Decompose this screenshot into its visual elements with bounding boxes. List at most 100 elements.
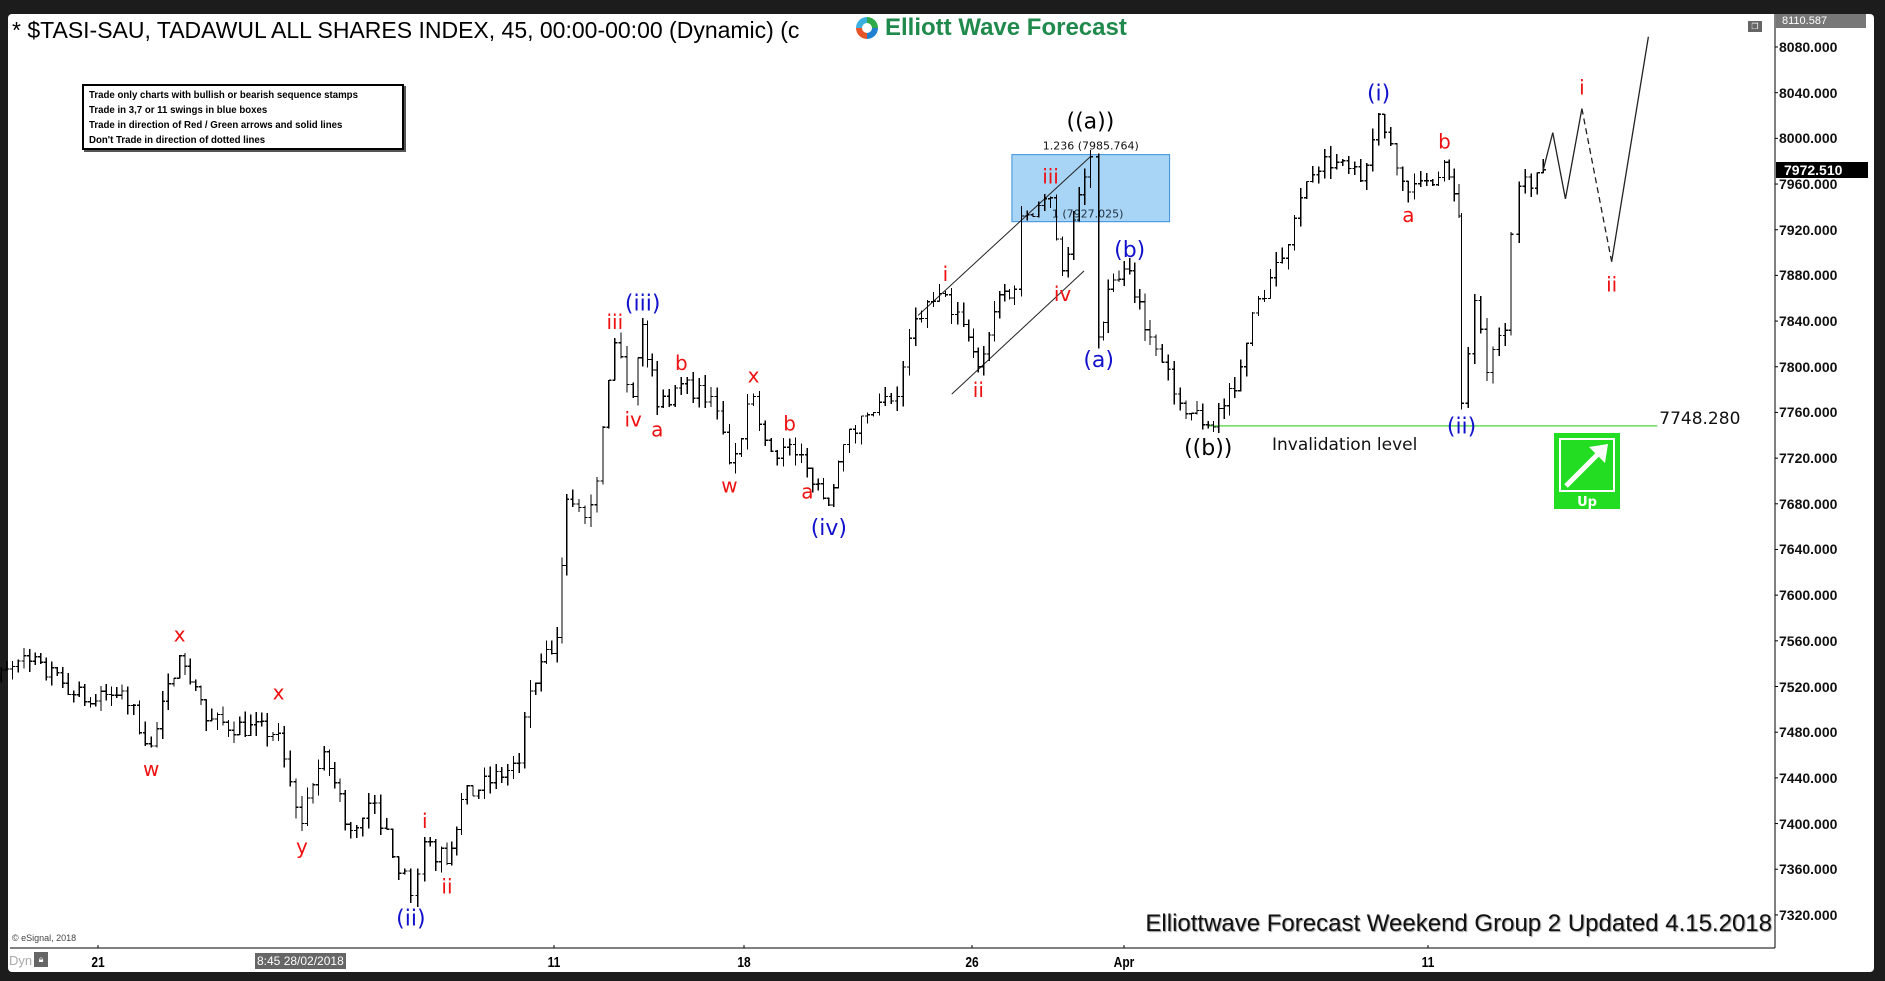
up-stamp-label: Up: [1577, 495, 1597, 510]
ohlc-bar: [756, 391, 762, 431]
ohlc-bar: [1304, 180, 1310, 200]
ohlc-bar: [148, 736, 154, 748]
ohlc-bar: [231, 721, 237, 743]
ohlc-bar: [1065, 247, 1071, 278]
ohlc-bar: [1436, 171, 1442, 187]
ohlc-bar: [171, 677, 177, 687]
ohlc-bar: [1142, 293, 1148, 342]
ohlc-bar: [281, 726, 287, 768]
ohlc-bar: [549, 640, 555, 655]
ohlc-bar: [390, 828, 396, 858]
update-note: Elliottwave Forecast Weekend Group 2 Upd…: [1145, 910, 1772, 937]
ohlc-bar: [666, 389, 672, 408]
ohlc-bar: [1221, 398, 1227, 419]
channel-line: [951, 270, 1085, 395]
ohlc-bar: [264, 712, 270, 747]
ohlc-bar: [991, 301, 997, 342]
ohlc-bar: [422, 837, 428, 882]
ohlc-bar: [1418, 171, 1424, 187]
ohlc-bar: [528, 680, 534, 729]
ohlc-bar: [1328, 146, 1334, 180]
price-tick-label: 8040.000: [1779, 84, 1838, 101]
ohlc-bar: [1310, 166, 1316, 183]
ohlc-bar: [65, 672, 71, 696]
ohlc-bar: [1194, 400, 1200, 415]
lock-icon[interactable]: 🔒︎: [34, 952, 48, 967]
ohlc-bar: [476, 789, 482, 799]
date-tick-label: 21: [91, 954, 105, 971]
price-tick-label: 7560.000: [1779, 632, 1838, 649]
ohlc-bar: [606, 379, 612, 429]
ohlc-bar: [38, 653, 44, 664]
wave-label: i: [422, 809, 428, 833]
ohlc-bar: [165, 673, 171, 710]
ohlc-bar: [1459, 212, 1465, 410]
ohlc-bar: [516, 752, 522, 773]
ohlc-bar: [1528, 173, 1534, 197]
ohlc-bar: [1036, 201, 1042, 218]
price-tick-label: 7520.000: [1779, 678, 1838, 695]
ohlc-bar: [726, 424, 732, 465]
up-arrow-head: [1589, 444, 1608, 463]
ohlc-bar: [1121, 261, 1127, 286]
ohlc-bar: [672, 385, 678, 408]
wave-label: (iv): [811, 516, 847, 541]
ohlc-bar: [570, 489, 576, 508]
ohlc-bar: [27, 649, 33, 672]
ohlc-bar: [402, 868, 408, 875]
ohlc-bar: [1096, 153, 1102, 349]
ohlc-bar: [49, 661, 55, 686]
ohlc-bar: [660, 389, 666, 408]
ohlc-bar: [198, 685, 204, 706]
ohlc-bar: [798, 443, 804, 463]
ohlc-bar: [433, 838, 439, 871]
ohlc-bar: [1024, 210, 1030, 221]
ohlc-bar: [154, 721, 160, 748]
ohlc-bar: [1334, 153, 1340, 170]
window-restore-icon[interactable]: ❐: [1748, 21, 1762, 32]
ohlc-bar: [576, 499, 582, 513]
ohlc-bar: [348, 822, 354, 839]
ohlc-bar: [1127, 258, 1133, 275]
ohlc-bar: [582, 505, 588, 525]
ohlc-bar: [888, 392, 894, 404]
ohlc-bar: [714, 387, 720, 420]
ohlc-bar: [366, 792, 372, 829]
ohlc-bar: [337, 778, 343, 803]
ohlc-bar: [21, 647, 27, 669]
ohlc-bar: [449, 841, 455, 866]
ohlc-bar: [270, 731, 276, 742]
wave-label: (b): [1114, 238, 1145, 263]
ohlc-bar: [1261, 289, 1267, 303]
ohlc-bar: [1048, 196, 1054, 209]
logo-text: Elliott Wave Forecast: [885, 14, 1127, 41]
ohlc-bar: [342, 790, 348, 831]
ohlc-bar: [720, 401, 726, 435]
wave-label: y: [296, 835, 308, 859]
trading-rules-legend: Trade only charts with bullish or bearis…: [82, 84, 404, 150]
price-tick-label: 7320.000: [1779, 906, 1838, 923]
wave-label: w: [143, 757, 159, 781]
ohlc-bar: [925, 299, 931, 329]
ohlc-bar: [464, 784, 470, 805]
ohlc-bar: [203, 699, 209, 732]
ohlc-bar: [1256, 296, 1262, 317]
ohlc-bar: [1200, 403, 1206, 430]
ohlc-bar: [276, 723, 281, 741]
wave-label: iv: [624, 407, 642, 431]
ohlc-bar: [1446, 159, 1452, 180]
ohlc-bar: [182, 653, 188, 675]
ohlc-bar: [780, 438, 786, 467]
ohlc-bar: [76, 681, 82, 697]
ohlc-bar: [242, 711, 248, 738]
ohlc-bar: [378, 794, 384, 836]
ohlc-bar: [865, 412, 870, 424]
ohlc-bar: [1189, 412, 1195, 421]
wave-label: iv: [1054, 282, 1072, 306]
ohlc-bar: [1346, 155, 1352, 174]
legend-line: Trade in 3,7 or 11 swings in blue boxes: [89, 104, 268, 116]
price-tick-label: 7360.000: [1779, 861, 1838, 878]
price-tick-label: 7960.000: [1779, 176, 1838, 193]
ohlc-bar: [310, 783, 316, 804]
